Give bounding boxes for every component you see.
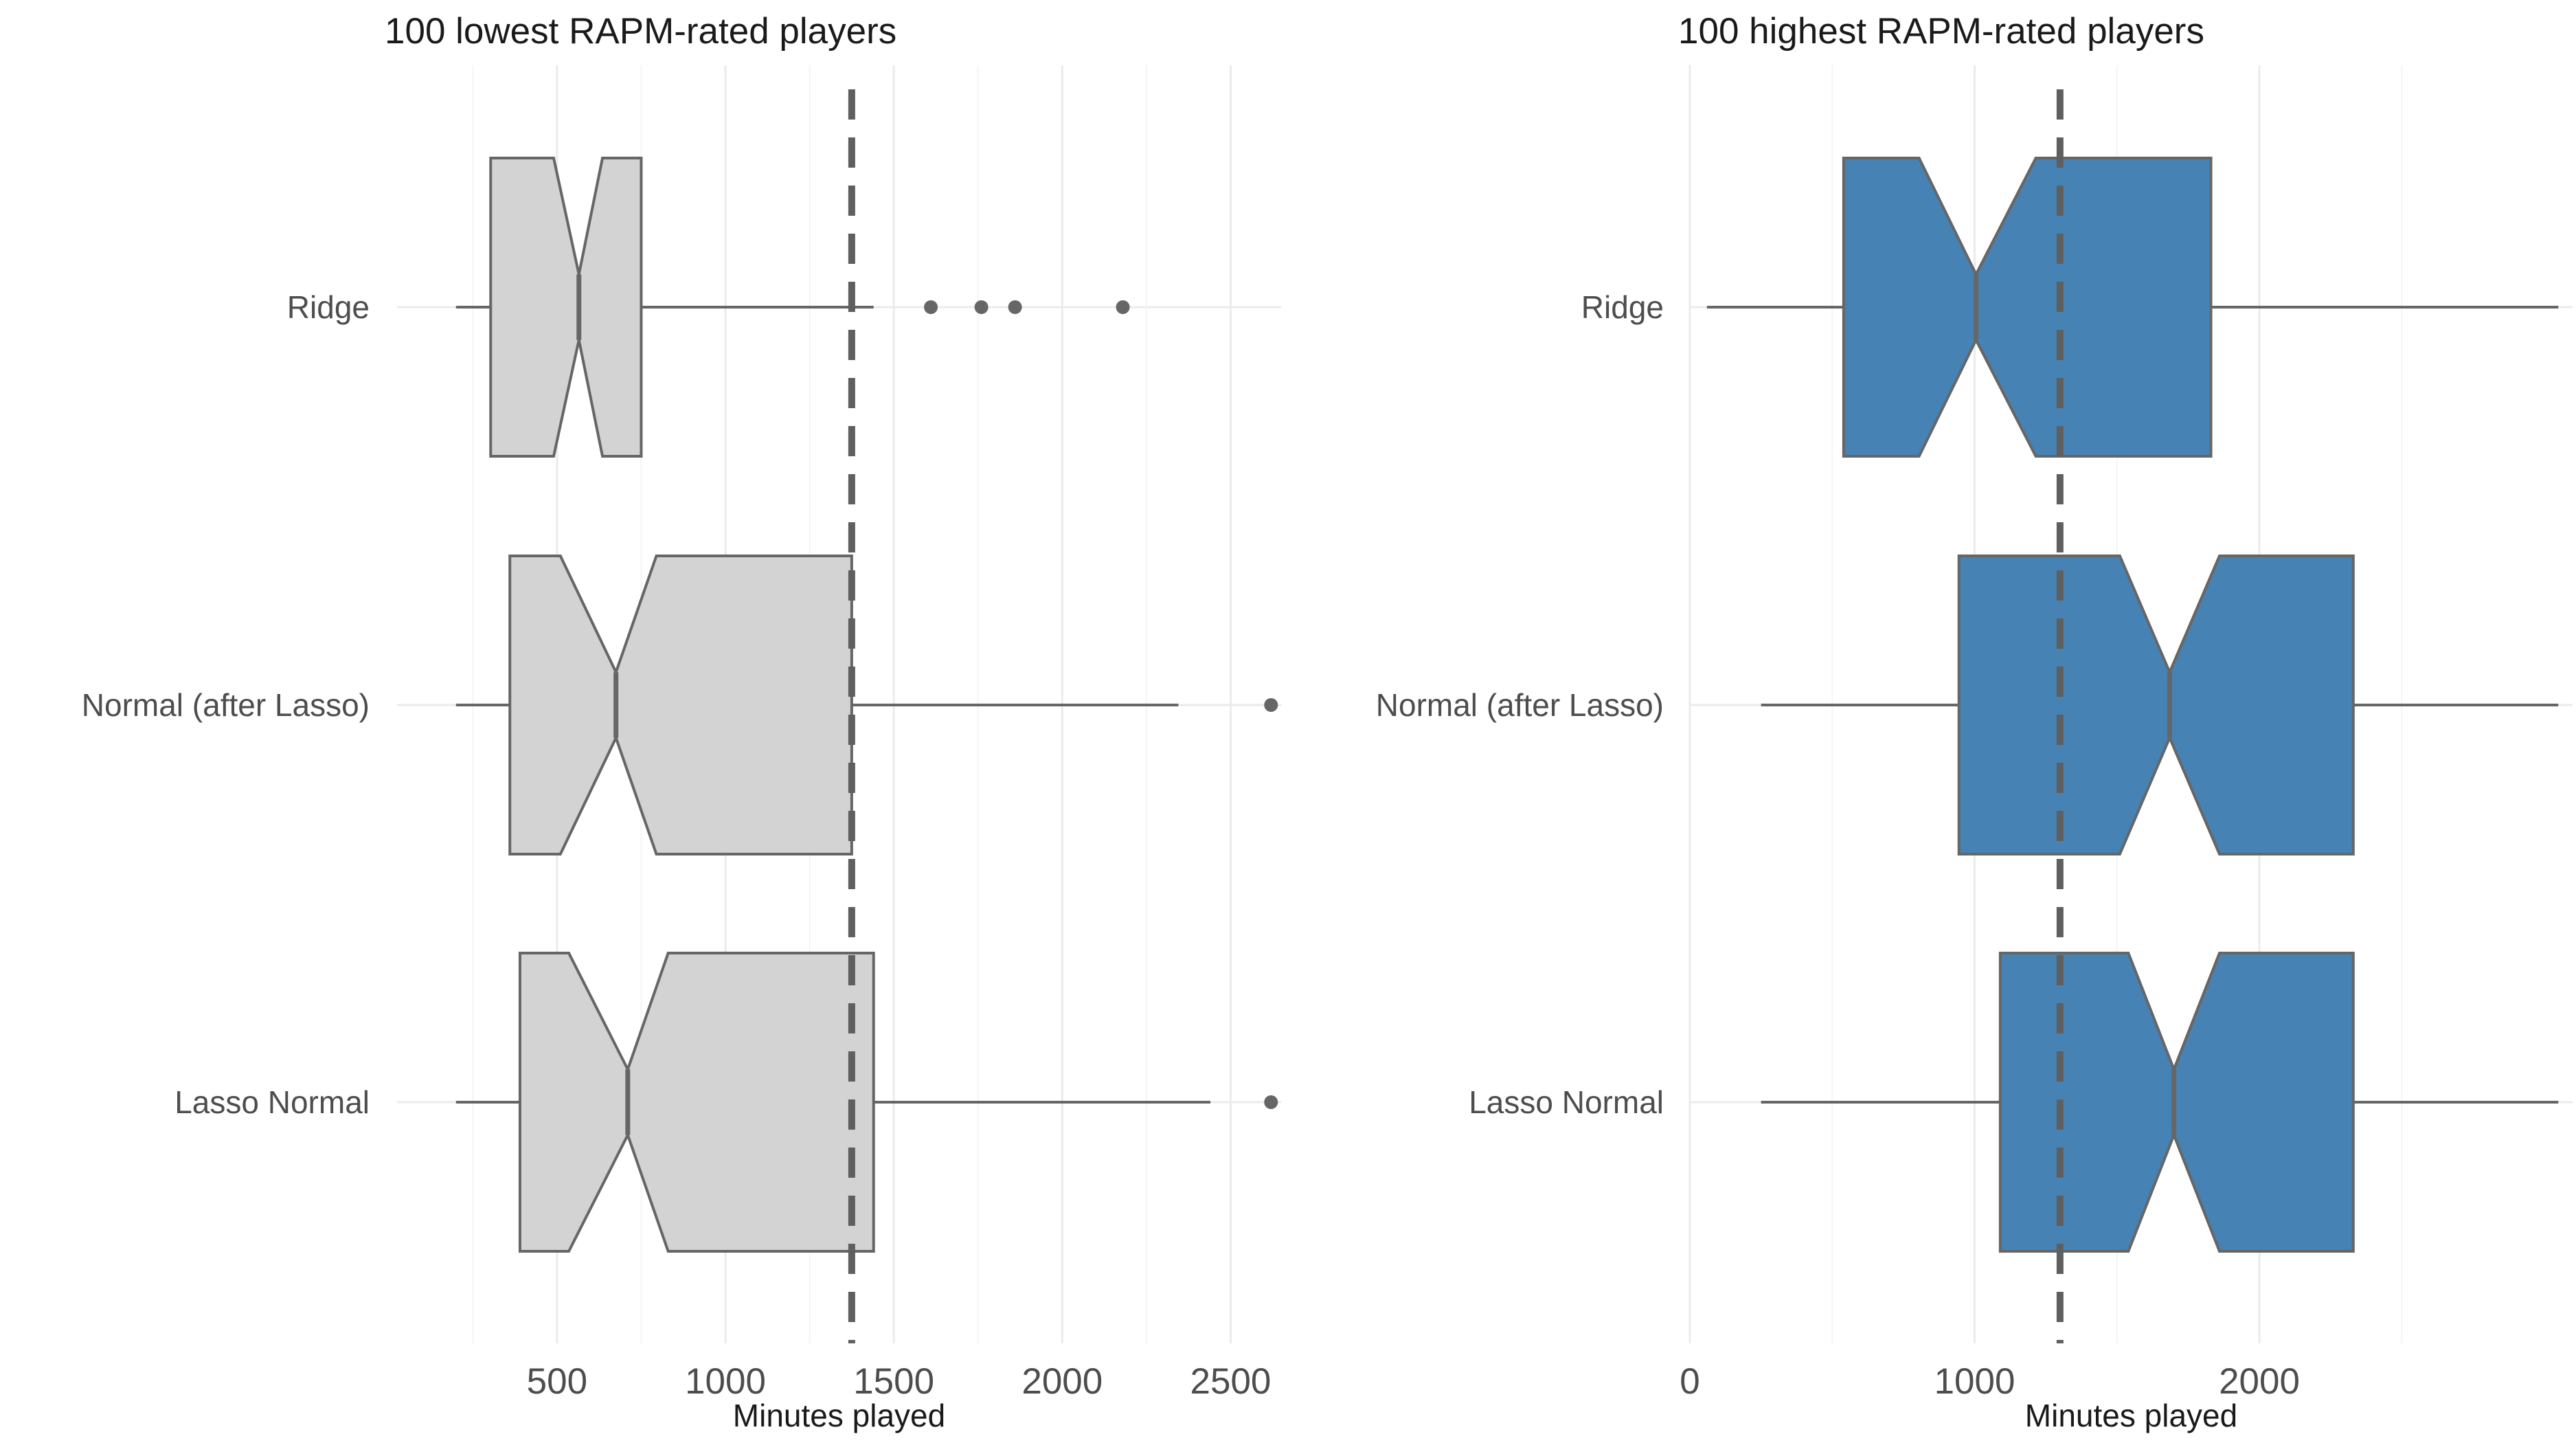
category-label: Ridge [287,289,370,325]
category-label: Normal (after Lasso) [82,687,370,723]
category-label: Lasso Normal [1469,1084,1664,1120]
outlier-point [974,300,988,314]
box-ridge [455,157,1130,458]
outlier-point [1264,1095,1278,1109]
x-axis-label: Minutes played [733,1398,945,1433]
notched-box [508,555,853,855]
outlier-point [924,300,938,314]
x-tick-label: 500 [527,1361,587,1402]
box-lasso-normal [455,952,1278,1253]
panel-highest-rated: Ridge Normal (after Lasso) Lasso Normal 0 10… [1376,11,2573,1433]
category-label: Ridge [1581,289,1664,325]
outlier-point [1008,300,1022,314]
x-tick-label: 2500 [1190,1361,1272,1402]
x-tick-label: 1000 [1934,1361,2015,1402]
category-label: Normal (after Lasso) [1376,687,1664,723]
box-ridge [1706,157,2559,458]
outlier-point [1264,698,1278,712]
x-tick-label: 0 [1680,1361,1699,1402]
outlier-point [1116,300,1130,314]
x-tick-label: 1500 [853,1361,934,1402]
x-tick-label: 1000 [685,1361,766,1402]
notched-box [1998,952,2355,1253]
category-label: Lasso Normal [174,1084,370,1120]
notched-box [518,952,875,1253]
panel-title: 100 lowest RAPM-rated players [385,11,896,52]
x-tick-label: 2000 [2219,1361,2300,1402]
x-axis-label: Minutes played [2025,1398,2237,1433]
box-lasso-normal [1761,952,2559,1253]
box-normal-after-lasso [455,555,1278,855]
x-tick-label: 2000 [1021,1361,1103,1402]
panel-lowest-rated: Ridge Normal (after Lasso) Lasso Normal 500… [82,11,1281,1433]
notched-box [489,157,643,458]
notched-box [1842,157,2213,458]
panel-title: 100 highest RAPM-rated players [1678,11,2204,52]
